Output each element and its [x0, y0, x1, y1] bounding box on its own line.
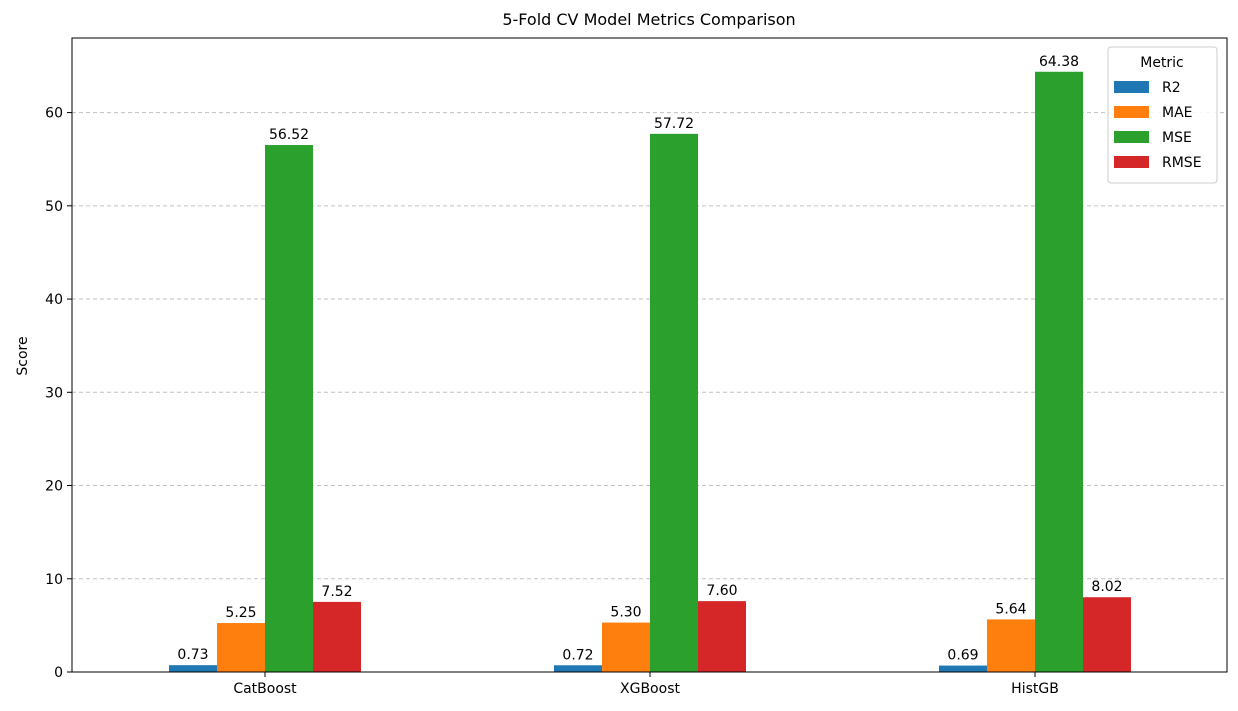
bar-value-label: 5.30 [610, 605, 641, 621]
bar-value-labels: 0.73 5.25 56.52 7.52 0.72 5.30 57.72 7.60 0.69 5.… [177, 54, 1122, 664]
bar-rmse-catboost [313, 601, 361, 672]
legend-label: MAE [1162, 105, 1193, 121]
bar-value-label: 0.72 [562, 647, 593, 663]
bar-value-label: 5.25 [225, 605, 256, 621]
bar-r2-xgboost [554, 665, 602, 672]
bar-mse-xgboost [650, 133, 698, 672]
bar-value-label: 5.64 [995, 601, 1026, 617]
bar-rmse-histgb [1083, 597, 1131, 672]
bars [169, 71, 1131, 673]
legend-swatch-r2 [1114, 81, 1149, 93]
legend-label: MSE [1162, 130, 1192, 146]
bar-mae-histgb [987, 619, 1035, 672]
grid-lines [72, 112, 1227, 580]
chart-title: 5-Fold CV Model Metrics Comparison [502, 10, 795, 29]
y-axis: 0 10 20 30 40 50 60 [45, 106, 72, 681]
y-tick-label: 20 [45, 479, 63, 495]
y-tick-label: 50 [45, 199, 63, 215]
bar-value-label: 57.72 [654, 116, 694, 132]
bar-value-label: 64.38 [1039, 54, 1079, 70]
bar-value-label: 7.60 [706, 583, 737, 599]
y-tick-label: 0 [54, 665, 63, 681]
bar-mse-histgb [1035, 71, 1083, 673]
x-tick-label: CatBoost [233, 681, 297, 697]
legend-label: RMSE [1162, 155, 1202, 171]
y-tick-label: 30 [45, 385, 63, 401]
y-tick-label: 10 [45, 572, 63, 588]
y-tick-label: 60 [45, 106, 63, 122]
y-tick-label: 40 [45, 292, 63, 308]
bar-value-label: 7.52 [321, 584, 352, 600]
x-tick-label: HistGB [1011, 681, 1059, 697]
x-axis: CatBoost XGBoost HistGB [233, 672, 1059, 697]
y-axis-label: Score [15, 336, 31, 375]
legend-label: R2 [1162, 80, 1181, 96]
bar-rmse-xgboost [698, 601, 746, 672]
bar-mae-catboost [217, 623, 265, 672]
bar-r2-histgb [939, 665, 987, 672]
x-tick-label: XGBoost [620, 681, 680, 697]
bar-value-label: 0.69 [947, 648, 978, 664]
legend-title: Metric [1140, 55, 1184, 71]
bar-value-label: 0.73 [177, 647, 208, 663]
legend-swatch-rmse [1114, 156, 1149, 168]
bar-mse-catboost [265, 145, 313, 672]
legend: Metric R2 MAE MSE RMSE [1107, 46, 1218, 184]
bar-value-label: 8.02 [1091, 579, 1122, 595]
bar-value-label: 56.52 [269, 127, 309, 143]
bar-r2-catboost [169, 665, 217, 672]
legend-swatch-mse [1114, 131, 1149, 143]
legend-items: R2 MAE MSE RMSE [1114, 80, 1202, 171]
legend-swatch-mae [1114, 106, 1149, 118]
bar-mae-xgboost [602, 622, 650, 672]
